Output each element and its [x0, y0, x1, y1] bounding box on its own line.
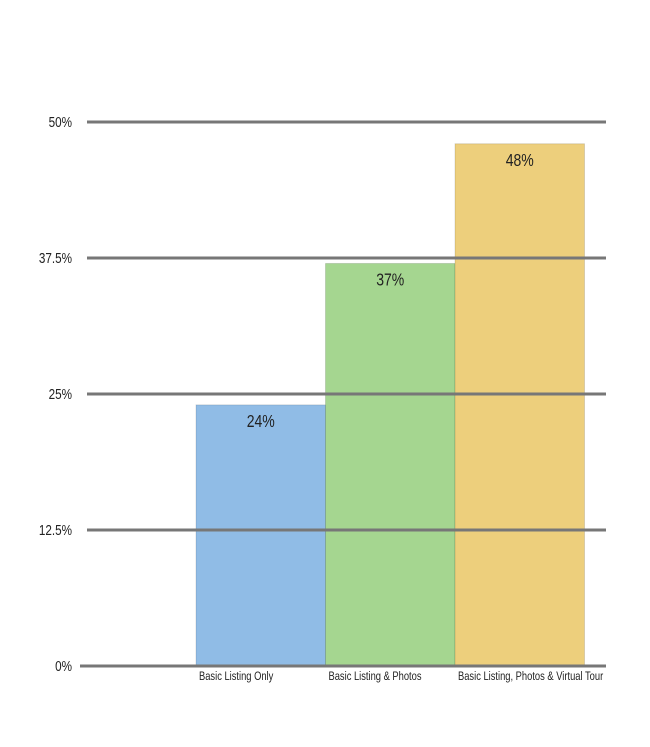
bar — [454, 143, 585, 667]
value-label: 37% — [376, 270, 404, 290]
x-tick-label: Basic Listing & Photos — [329, 670, 422, 683]
x-tick-label: Basic Listing, Photos & Virtual Tour — [458, 670, 604, 683]
y-tick-label: 25% — [49, 386, 72, 403]
value-label: 24% — [247, 411, 275, 431]
y-tick-label: 37.5% — [39, 250, 72, 267]
bar — [195, 404, 326, 667]
x-tick-label: Basic Listing Only — [199, 670, 274, 683]
bar — [325, 262, 456, 667]
y-tick-label: 0% — [55, 658, 72, 675]
value-label: 48% — [506, 150, 534, 170]
y-tick-label: 50% — [49, 114, 72, 131]
y-tick-label: 12.5% — [39, 522, 72, 539]
